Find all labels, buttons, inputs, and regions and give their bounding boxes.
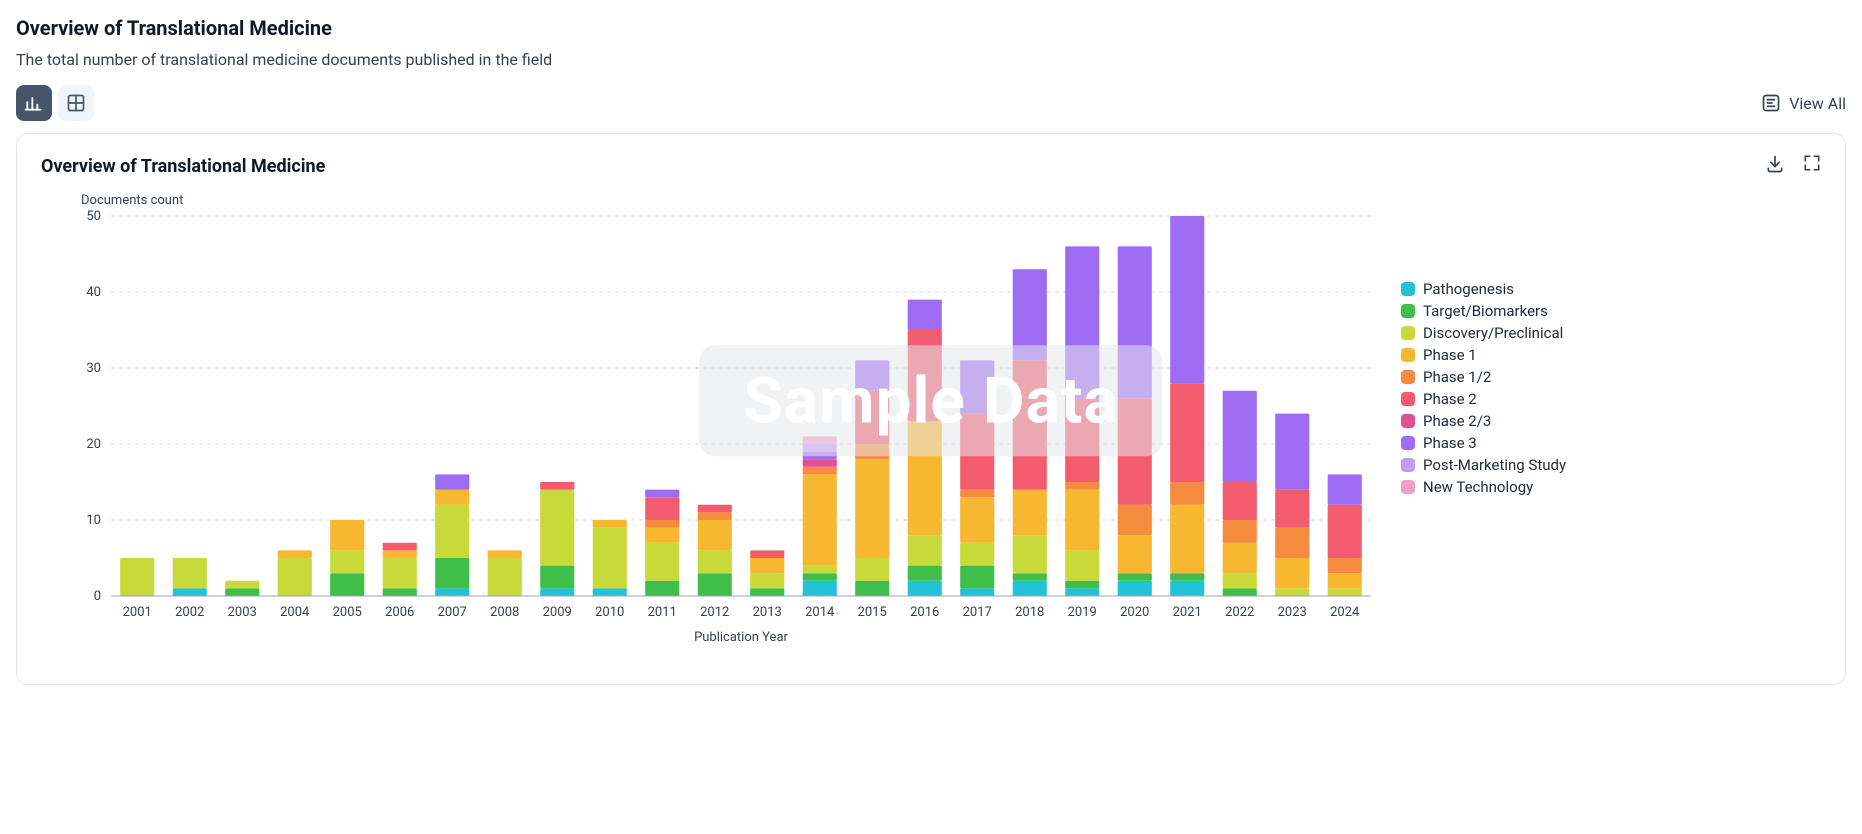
chart-legend: Pathogenesis Target/Biomarkers Discovery/P…: [1401, 276, 1566, 500]
chart-card: Overview of Translational Medicine Docum…: [16, 133, 1846, 685]
card-title: Overview of Translational Medicine: [41, 156, 325, 177]
svg-text:2008: 2008: [490, 605, 519, 620]
legend-swatch: [1401, 370, 1415, 384]
table-icon: [66, 93, 86, 113]
svg-text:2011: 2011: [648, 605, 677, 620]
chart-view-button[interactable]: [16, 85, 52, 121]
svg-text:2006: 2006: [385, 605, 414, 620]
legend-label: Phase 1/2: [1423, 368, 1491, 386]
svg-text:2012: 2012: [700, 605, 729, 620]
legend-label: Target/Biomarkers: [1423, 302, 1548, 320]
legend-swatch: [1401, 304, 1415, 318]
legend-swatch: [1401, 436, 1415, 450]
legend-item[interactable]: Post-Marketing Study: [1401, 456, 1566, 474]
table-view-button[interactable]: [58, 85, 94, 121]
svg-text:2020: 2020: [1120, 605, 1149, 620]
card-header: Overview of Translational Medicine: [41, 154, 1821, 178]
svg-text:2001: 2001: [123, 605, 152, 620]
legend-label: New Technology: [1423, 478, 1533, 496]
view-all-button[interactable]: View All: [1761, 93, 1846, 113]
legend-item[interactable]: New Technology: [1401, 478, 1566, 496]
svg-text:Documents count: Documents count: [81, 193, 183, 208]
page-subtitle: The total number of translational medici…: [16, 50, 1846, 69]
legend-swatch: [1401, 480, 1415, 494]
legend-label: Pathogenesis: [1423, 280, 1514, 298]
svg-text:2014: 2014: [805, 605, 835, 620]
svg-text:2003: 2003: [228, 605, 257, 620]
page-title: Overview of Translational Medicine: [16, 16, 1846, 40]
svg-text:20: 20: [86, 437, 101, 452]
chart-container: Documents count 0 10 20 30 40 50 2001 2002 2003 20…: [41, 186, 1821, 660]
view-all-label: View All: [1789, 94, 1846, 113]
svg-text:Publication Year: Publication Year: [694, 630, 788, 645]
legend-swatch: [1401, 348, 1415, 362]
card-actions: [1765, 154, 1821, 178]
svg-text:2007: 2007: [438, 605, 467, 620]
expand-icon: [1803, 154, 1821, 172]
svg-text:2024: 2024: [1330, 605, 1360, 620]
svg-text:10: 10: [86, 513, 101, 528]
view-toggle: [16, 85, 94, 121]
svg-text:2013: 2013: [753, 605, 782, 620]
legend-swatch: [1401, 458, 1415, 472]
svg-text:30: 30: [86, 361, 101, 376]
legend-item[interactable]: Phase 1/2: [1401, 368, 1566, 386]
legend-label: Phase 2: [1423, 390, 1477, 408]
legend-item[interactable]: Phase 2: [1401, 390, 1566, 408]
legend-item[interactable]: Discovery/Preclinical: [1401, 324, 1566, 342]
svg-text:2002: 2002: [175, 605, 204, 620]
legend-swatch: [1401, 326, 1415, 340]
svg-text:2015: 2015: [858, 605, 887, 620]
svg-text:2019: 2019: [1068, 605, 1097, 620]
svg-text:2009: 2009: [543, 605, 572, 620]
svg-text:2010: 2010: [595, 605, 624, 620]
legend-label: Phase 1: [1423, 346, 1477, 364]
svg-text:2023: 2023: [1278, 605, 1307, 620]
expand-button[interactable]: [1803, 154, 1821, 178]
svg-text:0: 0: [94, 589, 101, 604]
legend-label: Post-Marketing Study: [1423, 456, 1566, 474]
legend-item[interactable]: Phase 1: [1401, 346, 1566, 364]
list-icon: [1761, 93, 1781, 113]
legend-item[interactable]: Target/Biomarkers: [1401, 302, 1566, 320]
legend-label: Discovery/Preclinical: [1423, 324, 1563, 342]
svg-text:2017: 2017: [963, 605, 992, 620]
svg-text:2005: 2005: [333, 605, 362, 620]
download-button[interactable]: [1765, 154, 1785, 178]
download-icon: [1765, 154, 1785, 174]
svg-text:2022: 2022: [1225, 605, 1254, 620]
toolbar: View All: [16, 85, 1846, 121]
stacked-bar-chart: Documents count 0 10 20 30 40 50 2001 2002 2003 20…: [41, 186, 1601, 656]
svg-text:40: 40: [86, 285, 101, 300]
legend-swatch: [1401, 392, 1415, 406]
svg-text:2018: 2018: [1015, 605, 1044, 620]
legend-item[interactable]: Phase 3: [1401, 434, 1566, 452]
legend-label: Phase 3: [1423, 434, 1477, 452]
legend-item[interactable]: Phase 2/3: [1401, 412, 1566, 430]
bar-chart-icon: [24, 93, 44, 113]
svg-text:50: 50: [86, 209, 101, 224]
legend-swatch: [1401, 282, 1415, 296]
legend-label: Phase 2/3: [1423, 412, 1491, 430]
svg-text:2021: 2021: [1173, 605, 1202, 620]
svg-text:2004: 2004: [280, 605, 310, 620]
legend-swatch: [1401, 414, 1415, 428]
legend-item[interactable]: Pathogenesis: [1401, 280, 1566, 298]
svg-text:2016: 2016: [910, 605, 939, 620]
